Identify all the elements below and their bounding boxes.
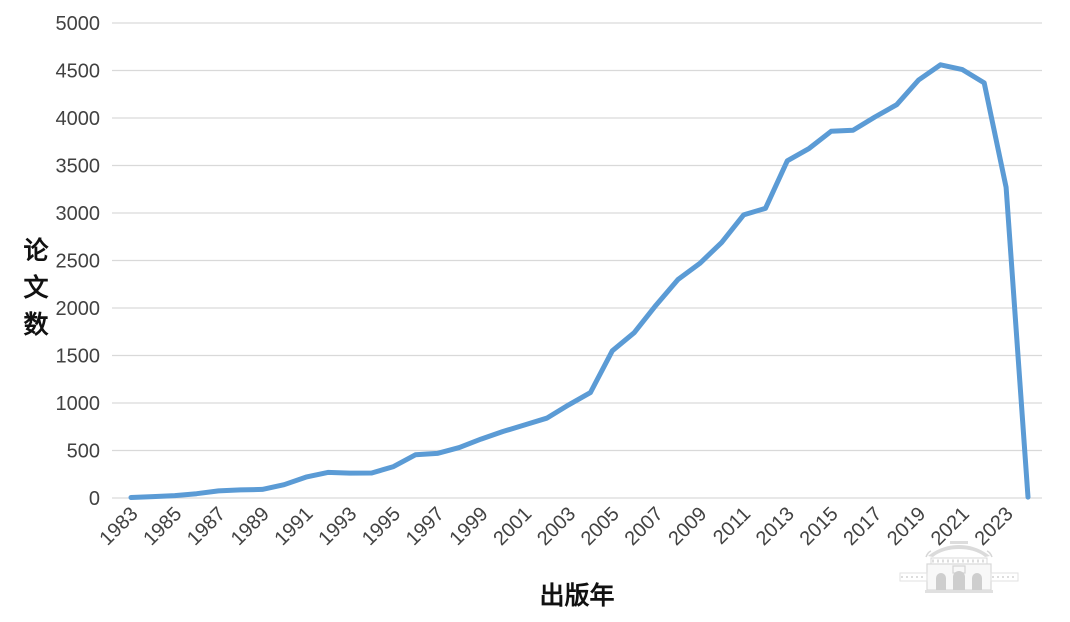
chinese-gate-building-watermark [899,541,1019,593]
x-tick-label: 2015 [796,503,843,550]
watermark-base [925,590,993,593]
y-tick-label: 0 [89,488,100,510]
x-tick-label: 2021 [927,503,974,550]
y-tick-label: 3000 [56,203,101,225]
x-tick-label: 1983 [96,503,143,550]
watermark-wall-left [899,572,928,582]
x-axis-title: 出版年 [539,582,615,610]
x-tick-label: 2019 [883,503,930,550]
watermark-roof-ridge [950,541,968,544]
y-tick-label: 5000 [56,13,101,35]
x-tick-label: 2011 [709,503,755,549]
y-tick-label: 1000 [56,393,101,415]
y-tick-label: 2500 [56,251,101,273]
watermark-wall-right [990,572,1019,582]
x-tick-label: 2009 [664,503,711,550]
watermark-roof-eaves [925,550,993,558]
y-tick-label: 4000 [56,108,101,130]
x-tick-label: 1999 [446,503,493,550]
x-tick-label: 1995 [358,503,405,550]
x-tick-label: 1987 [183,503,230,550]
y-tick-label: 500 [67,441,100,463]
x-tick-label: 2017 [839,503,886,550]
x-tick-label: 2003 [533,503,580,550]
y-tick-label: 3500 [56,156,101,178]
y-axis-title: 论文数 [20,237,48,348]
x-tick-label: 2013 [752,503,799,550]
y-tick-label: 1500 [56,346,101,368]
watermark-door-center [953,571,965,590]
x-tick-label: 1989 [227,503,274,550]
watermark-door-left [936,573,946,590]
watermark-door-right [972,573,982,590]
x-tick-label: 2023 [971,503,1018,550]
data-line-series [128,62,1031,500]
x-tick-label: 2001 [489,503,536,550]
x-tick-label: 1985 [139,503,186,550]
x-tick-label: 1993 [314,503,361,550]
x-tick-label: 2007 [621,503,668,550]
x-tick-label: 1997 [402,503,449,550]
x-tick-label: 1991 [271,503,318,550]
watermark-roof [928,545,990,557]
y-tick-label: 2000 [56,298,101,320]
y-tick-label: 4500 [56,61,101,83]
x-tick-label: 2005 [577,503,624,550]
